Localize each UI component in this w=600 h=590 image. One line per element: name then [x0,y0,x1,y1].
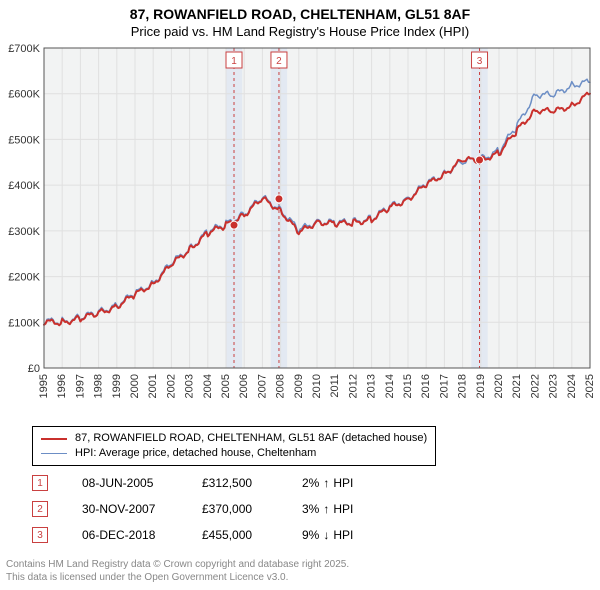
svg-text:2023: 2023 [548,374,560,398]
svg-text:2001: 2001 [147,374,159,398]
svg-text:£200K: £200K [8,272,40,284]
svg-text:2015: 2015 [402,374,414,398]
svg-text:2020: 2020 [493,374,505,398]
arrow-up-icon: ↑ [323,476,329,490]
event-hpi: 9% ↓ HPI [302,528,353,542]
events-table: 1 08-JUN-2005£312,5002% ↑ HPI 2 30-NOV-2007£3… [32,470,353,548]
svg-text:2005: 2005 [220,374,232,398]
svg-text:1999: 1999 [111,374,123,398]
svg-text:2004: 2004 [202,374,214,398]
svg-text:2002: 2002 [165,374,177,398]
arrow-down-icon: ↓ [323,528,329,542]
svg-text:1: 1 [231,56,237,67]
svg-text:2017: 2017 [438,374,450,398]
svg-text:2021: 2021 [511,374,523,398]
svg-text:2025: 2025 [584,374,596,398]
svg-text:2014: 2014 [384,374,396,398]
svg-text:2019: 2019 [475,374,487,398]
chart-legend: 87, ROWANFIELD ROAD, CHELTENHAM, GL51 8A… [32,426,436,466]
svg-text:2007: 2007 [256,374,268,398]
svg-text:2009: 2009 [293,374,305,398]
svg-text:2000: 2000 [129,374,141,398]
attribution-footer: Contains HM Land Registry data © Crown c… [6,558,349,584]
svg-text:£600K: £600K [8,89,40,101]
svg-text:2010: 2010 [311,374,323,398]
svg-text:2012: 2012 [347,374,359,398]
event-row: 2 30-NOV-2007£370,0003% ↑ HPI [32,496,353,522]
svg-text:2018: 2018 [457,374,469,398]
event-pct: 3% [302,502,319,516]
svg-text:£0: £0 [28,363,40,375]
title-line2: Price paid vs. HM Land Registry's House … [0,24,600,39]
svg-text:£500K: £500K [8,134,40,146]
svg-text:2006: 2006 [238,374,250,398]
svg-text:2008: 2008 [275,374,287,398]
title-line1: 87, ROWANFIELD ROAD, CHELTENHAM, GL51 8A… [0,6,600,22]
chart-titles: 87, ROWANFIELD ROAD, CHELTENHAM, GL51 8A… [0,0,600,39]
svg-text:2016: 2016 [420,374,432,398]
legend-swatch [41,438,67,440]
footer-line1: Contains HM Land Registry data © Crown c… [6,558,349,571]
svg-text:2003: 2003 [184,374,196,398]
legend-row: 87, ROWANFIELD ROAD, CHELTENHAM, GL51 8A… [41,431,427,446]
event-badge: 3 [32,527,48,543]
event-date: 08-JUN-2005 [82,476,202,490]
event-tag: HPI [333,502,353,516]
legend-label: 87, ROWANFIELD ROAD, CHELTENHAM, GL51 8A… [75,431,427,446]
event-price: £455,000 [202,528,302,542]
svg-text:1996: 1996 [56,374,68,398]
event-price: £312,500 [202,476,302,490]
footer-line2: This data is licensed under the Open Gov… [6,571,349,584]
event-badge: 2 [32,501,48,517]
event-badge: 1 [32,475,48,491]
svg-text:3: 3 [477,56,483,67]
svg-text:£300K: £300K [8,226,40,238]
legend-swatch [41,453,67,454]
event-pct: 2% [302,476,319,490]
arrow-up-icon: ↑ [323,502,329,516]
svg-text:1995: 1995 [38,374,50,398]
svg-text:1997: 1997 [74,374,86,398]
svg-text:1998: 1998 [93,374,105,398]
svg-text:£100K: £100K [8,317,40,329]
event-hpi: 3% ↑ HPI [302,502,353,516]
event-row: 1 08-JUN-2005£312,5002% ↑ HPI [32,470,353,496]
svg-text:£700K: £700K [8,43,40,55]
svg-text:£400K: £400K [8,180,40,192]
event-row: 3 06-DEC-2018£455,0009% ↓ HPI [32,522,353,548]
event-date: 06-DEC-2018 [82,528,202,542]
legend-row: HPI: Average price, detached house, Chel… [41,446,427,461]
price-chart: £0 £100K £200K £300K £400K £500K £600K £700K 199… [0,42,600,420]
svg-text:2011: 2011 [329,374,341,398]
event-date: 30-NOV-2007 [82,502,202,516]
svg-text:2022: 2022 [529,374,541,398]
event-pct: 9% [302,528,319,542]
event-price: £370,000 [202,502,302,516]
legend-label: HPI: Average price, detached house, Chel… [75,446,316,461]
svg-text:2024: 2024 [566,374,578,398]
svg-text:2013: 2013 [366,374,378,398]
event-hpi: 2% ↑ HPI [302,476,353,490]
event-tag: HPI [333,476,353,490]
svg-text:2: 2 [276,56,282,67]
event-tag: HPI [333,528,353,542]
